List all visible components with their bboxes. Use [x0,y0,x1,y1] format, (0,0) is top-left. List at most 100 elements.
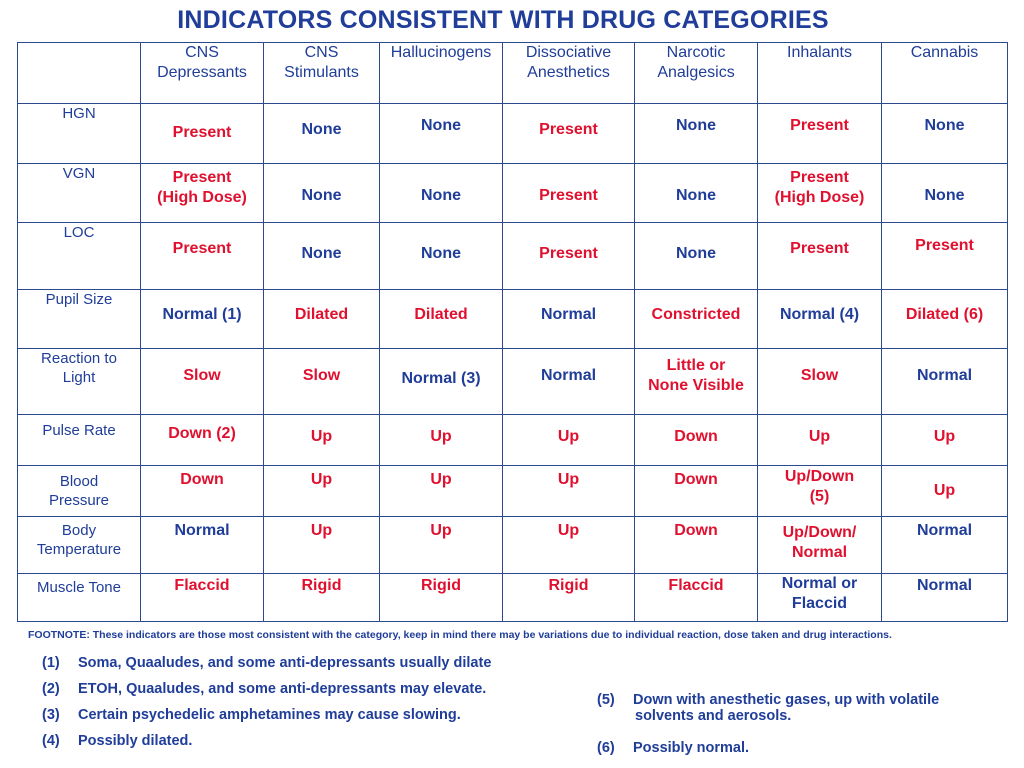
table-cell: Constricted [634,289,758,349]
table-cell: Up [263,414,380,466]
table-cell: Present (High Dose) [140,163,264,223]
table-cell: Dilated [263,289,380,349]
table-cell: Up [881,414,1008,466]
footnote-text: Possibly normal. [633,740,750,756]
table-cell: Up [502,465,635,517]
table-cell: Slow [140,348,264,415]
table-cell: Up [379,414,503,466]
table-cell: Present [502,222,635,290]
table-cell: Up [757,414,882,466]
table-row: HGN Present None None Present None Present None [17,103,1008,164]
footnote-number: (2) [42,681,60,697]
table-cell: Normal (3) [379,348,503,415]
table-cell: None [263,103,380,164]
column-header: Dissociative Anesthetics [502,42,635,104]
table-cell: None [634,222,758,290]
row-label: VGN [17,163,141,223]
row-label: HGN [17,103,141,164]
table-cell: Down (2) [140,414,264,466]
table-row: Body Temperature Normal Up Up Up Down Up/Down/N… [17,516,1008,574]
table-cell: Rigid [263,573,380,622]
header-row: CNS Depressants CNS Stimulants Hallucinogens… [17,42,1008,104]
table-cell: Down [140,465,264,517]
table-cell: Flaccid [140,573,264,622]
table-cell: Little or None Visible [634,348,758,415]
table-cell: Down [634,516,758,574]
row-label: Muscle Tone [17,573,141,622]
column-header: Narcotic Analgesics [634,42,758,104]
table-body: HGN Present None None Present None Present None… [17,103,1008,622]
table-cell: Normal or Flaccid [757,573,882,622]
table-cell: Normal [881,348,1008,415]
table-cell: Up [263,516,380,574]
footnote-text: Soma, Quaaludes, and some anti-depressan… [78,655,492,671]
table-row: Pupil Size Normal (1) Dilated Dilated Normal… [17,289,1008,349]
table-cell: Present [881,222,1008,290]
table-cell: Normal [881,573,1008,622]
table-cell: None [881,103,1008,164]
table-cell: Up [263,465,380,517]
table-row: Reaction to Light Slow Slow Normal (3) Normal… [17,348,1008,415]
table-row: LOC Present None None Present None Present Pres… [17,222,1008,290]
table-cell: None [379,163,503,223]
table-cell: Present (High Dose) [757,163,882,223]
footnote-text: Certain psychedelic amphetamines may cau… [78,707,461,723]
row-label: LOC [17,222,141,290]
table-cell: None [263,163,380,223]
indicators-table: CNS Depressants CNS Stimulants Hallucinogens… [17,42,1008,622]
table-cell: Normal (4) [757,289,882,349]
table-cell: Present [757,103,882,164]
table-cell: Present [502,103,635,164]
table-cell: Up [379,465,503,517]
table-cell: None [634,103,758,164]
footnote-item: (6) Possibly normal. [597,740,749,756]
table-row: Blood Pressure Down Up Up Up Down Up/Down (5) Up [17,465,1008,517]
table-cell: None [379,103,503,164]
table-cell: Normal [502,348,635,415]
table-cell: Slow [757,348,882,415]
table-cell: None [379,222,503,290]
footnote-number: (6) [597,740,615,756]
table-cell: None [881,163,1008,223]
table-cell: Up [502,414,635,466]
footnote-item: (1) Soma, Quaaludes, and some anti-depres… [42,655,491,671]
row-label: Reaction to Light [17,348,141,415]
table-row: VGN Present (High Dose) None None Present None… [17,163,1008,223]
column-header: CNS Stimulants [263,42,380,104]
table-cell: Down [634,465,758,517]
footnote-number: (4) [42,733,60,749]
table-cell: Up [502,516,635,574]
footnote: FOOTNOTE: These indicators are those mos… [28,629,892,641]
table-cell: Rigid [379,573,503,622]
table-row: Muscle Tone Flaccid Rigid Rigid Rigid Flaccid… [17,573,1008,622]
table-cell: Rigid [502,573,635,622]
table-cell: Slow [263,348,380,415]
table-row: Pulse Rate Down (2) Up Up Up Down Up Up [17,414,1008,466]
table-cell: Present [140,222,264,290]
page-title: INDICATORS CONSISTENT WITH DRUG CATEGORI… [177,6,829,34]
table-cell: Present [140,103,264,164]
column-header: Inhalants [757,42,882,104]
table-cell: Dilated (6) [881,289,1008,349]
table-cell: Down [634,414,758,466]
column-header: CNS Depressants [140,42,264,104]
table-cell: Normal [881,516,1008,574]
footnote-item: (5) Down with anesthetic gases, up with v… [597,692,939,724]
table-cell: None [263,222,380,290]
table-cell: Dilated [379,289,503,349]
table-cell: Normal [140,516,264,574]
table-cell: Present [757,222,882,290]
footnote-text: ETOH, Quaaludes, and some anti-depressan… [78,681,487,697]
table-cell: Up [881,465,1008,517]
footnote-text: Down with anesthetic gases, up with vola… [633,692,940,724]
footnote-number: (5) [597,692,615,708]
row-label: Pulse Rate [17,414,141,466]
footnote-number: (3) [42,707,60,723]
table-cell: Present [502,163,635,223]
table-cell: Up/Down (5) [757,465,882,517]
footnote-number: (1) [42,655,60,671]
corner-cell [17,42,141,104]
table-cell: Normal [502,289,635,349]
table-cell: None [634,163,758,223]
row-label: Body Temperature [17,516,141,574]
